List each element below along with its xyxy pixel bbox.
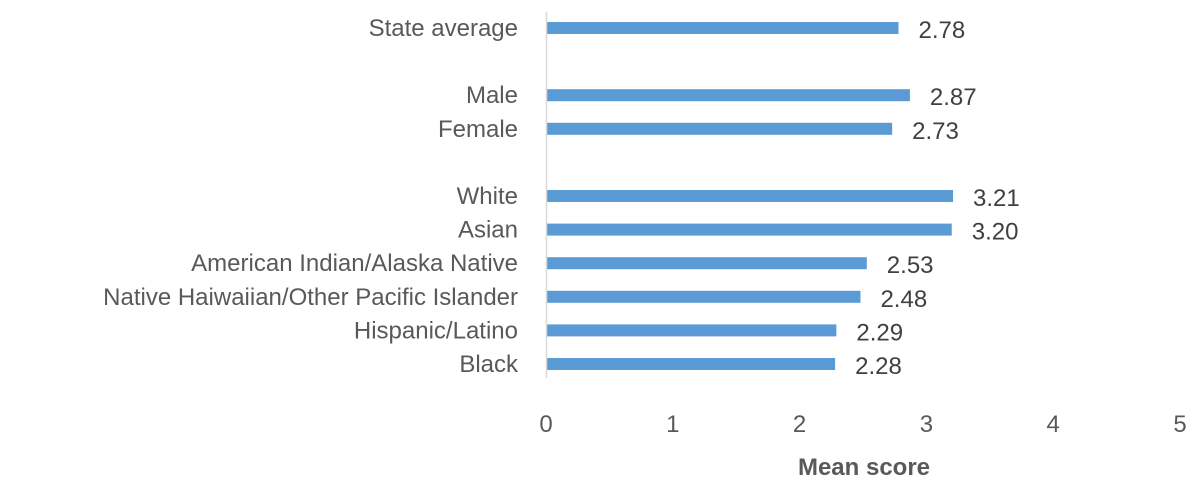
bar: [546, 223, 952, 236]
bar: [546, 89, 910, 102]
bar: [546, 324, 837, 337]
bars-layer: State average 2.78 Male 2.87 Female 2.73 White…: [103, 15, 1020, 380]
category-label: Native Haiwaiian/Other Pacific Islander: [103, 284, 518, 311]
data-label: 2.78: [919, 17, 966, 44]
data-label: 2.48: [880, 286, 927, 313]
category-label: Hispanic/Latino: [354, 317, 518, 344]
x-tick-label: 1: [666, 411, 679, 438]
x-tick-label: 0: [539, 411, 552, 438]
x-tick-label: 3: [920, 411, 933, 438]
bar: [546, 22, 899, 34]
category-label: American Indian/Alaska Native: [191, 250, 518, 277]
data-label: 2.28: [855, 353, 902, 380]
category-label: Black: [459, 351, 519, 378]
x-axis-title: Mean score: [798, 454, 930, 481]
x-tick-label: 5: [1173, 411, 1186, 438]
data-label: 2.53: [887, 252, 934, 279]
x-tick-label: 2: [793, 411, 806, 438]
category-label: Asian: [458, 217, 518, 244]
category-label: Female: [438, 116, 518, 143]
category-label: White: [457, 183, 518, 210]
x-tick-label: 4: [1047, 411, 1060, 438]
x-axis-ticks: 0 1 2 3 4 5: [539, 411, 1186, 438]
bar: [546, 122, 893, 135]
bar: [546, 290, 861, 303]
data-label: 3.21: [973, 185, 1020, 212]
bar: [546, 190, 954, 202]
category-label: Male: [466, 82, 518, 109]
bar: [546, 257, 867, 270]
data-label: 3.20: [972, 219, 1019, 246]
data-label: 2.87: [930, 84, 977, 111]
category-label: State average: [369, 15, 518, 42]
data-label: 2.29: [856, 319, 903, 346]
bar: [546, 358, 836, 370]
data-label: 2.73: [912, 118, 959, 145]
